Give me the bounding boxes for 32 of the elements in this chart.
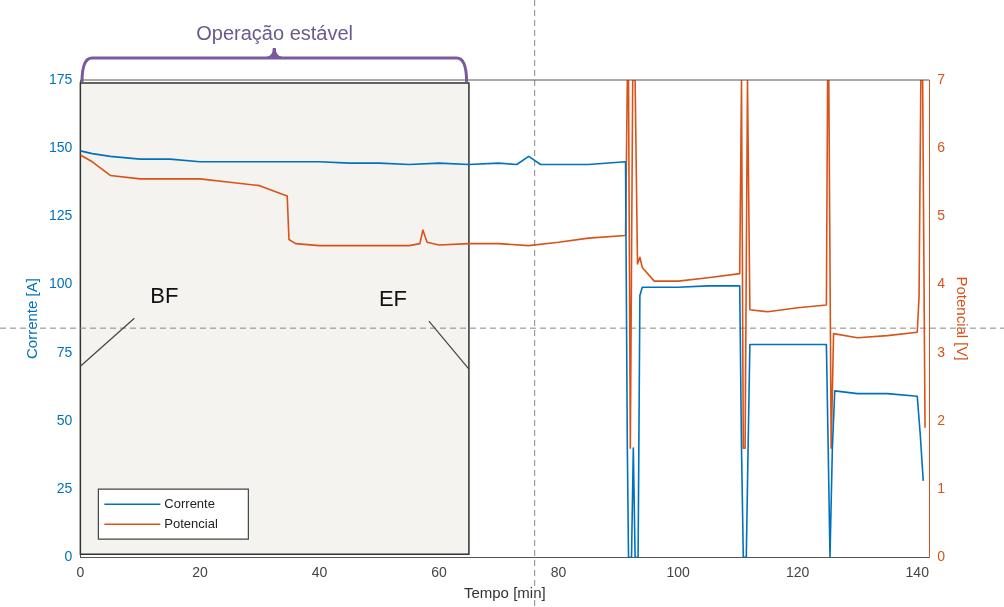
y-tick-label: 0 <box>64 548 73 565</box>
x-axis-title: Tempo [min] <box>463 584 546 602</box>
annotation: EF <box>378 286 408 312</box>
x-tick-label: 100 <box>666 564 691 581</box>
x-tick-label: 140 <box>905 564 930 581</box>
y2-tick-label: 6 <box>937 139 946 156</box>
annotation: BF <box>150 283 179 309</box>
x-tick-label: 0 <box>76 564 85 581</box>
y-axis-title: Corrente [A] <box>23 278 41 360</box>
y2-tick-label: 5 <box>937 207 946 224</box>
y-tick-label: 25 <box>56 479 73 496</box>
x-tick-label: 120 <box>786 564 810 581</box>
y2-tick-label: 0 <box>937 548 946 565</box>
y2-tick-label: 1 <box>937 479 946 496</box>
x-tick-label: 60 <box>431 564 448 581</box>
band-label: Operação estável <box>196 21 354 44</box>
y2-tick-label: 4 <box>937 275 946 292</box>
x-tick-label: 40 <box>311 564 328 581</box>
y-tick-label: 50 <box>56 411 73 428</box>
x-tick-label: 20 <box>192 564 208 581</box>
y2-tick-label: 3 <box>937 343 946 360</box>
y2-tick-label: 7 <box>937 70 946 87</box>
x-tick-label: 80 <box>550 564 567 581</box>
y-tick-label: 150 <box>49 139 73 156</box>
y-tick-label: 100 <box>49 275 73 292</box>
y2-tick-label: 2 <box>937 411 946 428</box>
y-tick-label: 75 <box>56 343 73 360</box>
legend-label: Corrente <box>164 495 215 511</box>
legend-label: Potencial <box>164 515 218 531</box>
y-tick-label: 175 <box>49 70 73 87</box>
y-tick-label: 125 <box>49 207 73 224</box>
y2-axis-title: Potencial [V] <box>953 276 971 361</box>
